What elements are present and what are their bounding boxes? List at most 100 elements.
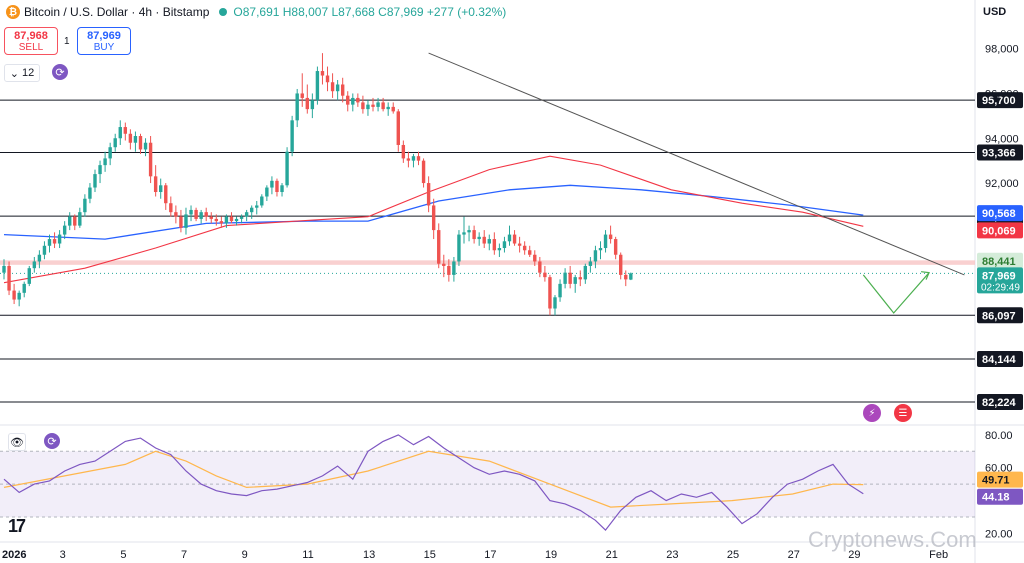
candle-body (431, 205, 436, 231)
candle-101 (512, 230, 517, 246)
candle-body (553, 297, 557, 309)
time-tick-2: 5 (120, 549, 126, 561)
candle-121 (613, 236, 618, 260)
candle-99 (502, 236, 507, 253)
candle-body (517, 243, 522, 246)
candle-body (285, 151, 289, 186)
level-label-3-bg (977, 307, 1023, 324)
candle-body (330, 82, 335, 92)
candle-29 (148, 136, 153, 184)
candle-body (588, 261, 593, 266)
ma-fast-price-tag-bg (977, 222, 1023, 239)
candle-body (452, 261, 456, 275)
candle-body (512, 234, 517, 244)
time-tick-15: Feb (929, 549, 948, 561)
rsi-ma-line (3, 450, 864, 508)
currency-label[interactable]: USD (983, 6, 1007, 18)
candle-113 (573, 274, 577, 293)
candle-21 (108, 142, 112, 166)
candle-body (280, 185, 284, 193)
candle-body (538, 261, 542, 273)
candle-body (290, 120, 294, 152)
tradingview-logo[interactable]: 17 (8, 516, 26, 536)
level-label-5: 82,224 (982, 397, 1017, 409)
time-tick-9: 19 (545, 549, 557, 561)
candle-116 (588, 256, 593, 273)
candle-body (598, 248, 603, 251)
candle-body (189, 209, 193, 215)
descending-trendline (428, 52, 965, 276)
candle-22 (113, 133, 117, 152)
chart-header: ₿ Bitcoin / U.S. Dollar · 4h · Bitstamp … (0, 0, 506, 24)
rsi-tick-0: 80.00 (985, 430, 1013, 442)
candle-91 (462, 216, 466, 244)
candle-body (558, 283, 562, 298)
candle-body (108, 147, 112, 159)
rsi-refresh-icon[interactable]: ⟳ (44, 433, 60, 449)
candle-74 (376, 97, 380, 112)
candle-11 (57, 230, 62, 249)
candle-8 (42, 241, 47, 260)
candle-body (624, 274, 628, 280)
candle-body (239, 216, 244, 219)
candle-body (219, 221, 224, 224)
candle-body (153, 176, 158, 193)
candle-body (629, 273, 633, 280)
candle-body (57, 234, 62, 244)
candle-62 (315, 66, 320, 105)
candle-36 (184, 207, 188, 235)
candle-body (533, 254, 537, 262)
candle-123 (624, 270, 628, 287)
candle-body (164, 185, 168, 204)
candle-85 (431, 198, 436, 240)
candle-body (12, 290, 16, 300)
candle-body (2, 265, 6, 273)
rsi-value-tag-bg (977, 488, 1023, 505)
candle-51 (260, 194, 264, 208)
candle-92 (467, 225, 471, 242)
eye-icon[interactable]: 👁 (8, 433, 26, 451)
symbol-title[interactable]: Bitcoin / U.S. Dollar · 4h · Bitstamp (24, 5, 210, 19)
candle-body (346, 95, 350, 105)
candle-body (17, 292, 21, 300)
candle-119 (603, 230, 608, 253)
candle-body (568, 272, 572, 284)
zone-price-tag-bg (977, 252, 1023, 269)
time-tick-5: 11 (302, 549, 313, 561)
candle-23 (118, 120, 122, 145)
interval-selector[interactable]: ⌄ 12 (4, 64, 40, 82)
refresh-icon[interactable]: ⟳ (52, 64, 68, 80)
buy-button[interactable]: 87,969 BUY (77, 27, 131, 55)
candle-19 (98, 160, 102, 184)
sell-button[interactable]: 87,968 SELL (4, 27, 58, 55)
last-price-label: 87,969 (982, 270, 1016, 282)
candle-body (83, 198, 87, 213)
price-tick-3: 92,000 (985, 178, 1019, 190)
level-label-4: 84,144 (982, 354, 1017, 366)
candle-body (265, 187, 269, 197)
candle-64 (325, 66, 330, 92)
candle-71 (361, 95, 365, 114)
candle-53 (270, 176, 274, 195)
candle-4 (22, 281, 26, 298)
candle-105 (533, 250, 537, 266)
candle-body (103, 158, 107, 166)
ohlc-readout: O87,691 H88,007 L87,668 C87,969 +277 (+0… (233, 5, 507, 19)
us-flag-icon[interactable]: ☰ (894, 404, 912, 422)
forecast-arrowhead (920, 271, 930, 280)
candle-body (78, 212, 82, 226)
candle-body (310, 100, 315, 110)
candle-body (204, 212, 208, 217)
candle-body (371, 104, 375, 107)
candle-16 (83, 194, 87, 217)
candle-body (93, 174, 97, 188)
candle-body (482, 236, 486, 244)
time-tick-11: 23 (666, 549, 678, 561)
candle-body (295, 93, 299, 121)
candle-body (528, 250, 532, 255)
event-icon[interactable]: ⚡ (863, 404, 881, 422)
candle-94 (477, 232, 481, 246)
candle-body (98, 165, 102, 175)
